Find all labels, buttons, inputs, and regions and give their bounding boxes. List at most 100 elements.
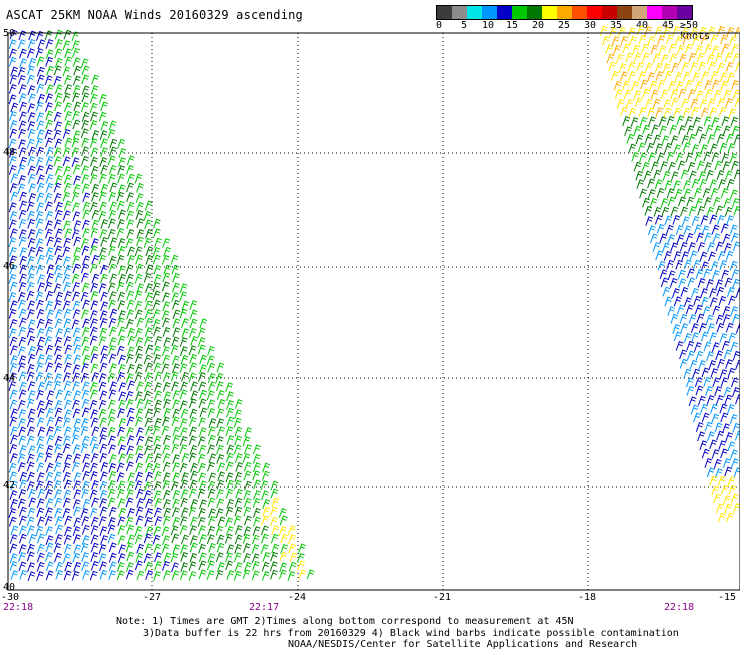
- wind-barb: [9, 147, 17, 158]
- wind-barb: [154, 497, 163, 508]
- wind-barb: [45, 102, 53, 112]
- wind-barb: [261, 570, 270, 581]
- wind-barb: [162, 444, 171, 455]
- wind-barb: [242, 533, 251, 544]
- wind-barb: [152, 309, 161, 319]
- wind-barb: [225, 472, 234, 483]
- wind-barb: [719, 260, 728, 270]
- wind-barb: [171, 533, 180, 544]
- wind-barb: [116, 562, 125, 572]
- wind-barb: [82, 354, 91, 365]
- wind-barb: [153, 490, 162, 501]
- wind-barb: [689, 359, 698, 370]
- wind-barb: [629, 35, 637, 46]
- wind-barb: [723, 89, 732, 100]
- wind-barb: [693, 224, 702, 235]
- wind-barb: [17, 183, 26, 194]
- wind-barb: [288, 561, 297, 572]
- wind-barb: [126, 192, 135, 202]
- wind-barb: [36, 129, 45, 140]
- wind-barb: [686, 350, 695, 361]
- wind-barb: [717, 512, 726, 523]
- wind-barb: [207, 497, 216, 508]
- lat-label: 50: [3, 28, 16, 39]
- wind-barb: [81, 516, 90, 526]
- wind-barb: [100, 138, 108, 149]
- wind-barb: [725, 432, 733, 442]
- wind-barb: [18, 552, 26, 562]
- wind-barb: [687, 277, 696, 288]
- wind-barb: [28, 30, 37, 41]
- wind-barb: [298, 543, 306, 554]
- wind-barb: [136, 543, 145, 554]
- wind-barb: [54, 373, 62, 384]
- wind-barb: [731, 197, 740, 208]
- wind-barb: [19, 569, 28, 580]
- wind-barb: [711, 117, 720, 127]
- wind-barb: [64, 561, 73, 572]
- wind-barb: [91, 209, 100, 220]
- wind-barb: [660, 161, 668, 171]
- wind-barb: [27, 156, 36, 166]
- wind-barb: [26, 74, 35, 85]
- wind-barb: [55, 228, 63, 239]
- wind-barb: [163, 246, 172, 257]
- wind-barb: [9, 111, 17, 121]
- wind-barb: [9, 561, 18, 571]
- wind-barb: [62, 553, 71, 564]
- wind-barb: [243, 543, 251, 553]
- wind-barb: [710, 187, 719, 198]
- wind-barb: [27, 85, 36, 95]
- wind-barb: [90, 551, 99, 562]
- wind-barb: [90, 453, 99, 463]
- wind-barb: [90, 147, 99, 158]
- wind-barb: [208, 418, 217, 428]
- wind-barb: [36, 66, 45, 77]
- wind-barb: [81, 552, 90, 562]
- wind-barb: [126, 489, 134, 500]
- colorbar-swatch: [542, 6, 557, 19]
- wind-barb: [189, 542, 198, 553]
- wind-barb: [37, 533, 45, 544]
- wind-barb: [116, 472, 125, 482]
- wind-barb: [670, 242, 678, 253]
- wind-barb: [72, 309, 81, 319]
- wind-barb: [721, 116, 730, 127]
- colorbar-swatch: [467, 6, 482, 19]
- wind-barb: [709, 179, 718, 190]
- wind-barb: [108, 299, 117, 310]
- wind-barb: [655, 143, 663, 154]
- wind-barb: [143, 237, 152, 248]
- wind-barb: [145, 254, 154, 265]
- time-label: 22:17: [249, 602, 280, 613]
- wind-barb: [720, 412, 729, 423]
- wind-barb: [717, 358, 725, 369]
- wind-barb: [135, 327, 143, 338]
- wind-barb: [27, 319, 36, 330]
- wind-barb: [251, 553, 260, 564]
- wind-barb: [63, 399, 72, 410]
- wind-barb: [45, 399, 54, 410]
- wind-barb: [62, 128, 71, 139]
- colorbar-swatch: [557, 6, 572, 19]
- wind-barb: [226, 435, 235, 445]
- wind-barb: [126, 346, 135, 357]
- wind-barb: [63, 29, 72, 40]
- wind-barb: [161, 363, 170, 374]
- wind-barb: [8, 328, 17, 339]
- colorbar-labels: 0 5 10 15 20 25 30 35 40 45 ≥50 knots: [430, 20, 730, 42]
- wind-barb: [18, 128, 26, 139]
- wind-barb: [711, 413, 720, 424]
- wind-barb: [712, 377, 721, 388]
- wind-barb: [152, 282, 161, 293]
- wind-barb: [722, 233, 731, 244]
- wind-barb: [81, 245, 90, 256]
- wind-barb: [162, 515, 171, 526]
- colorbar-label: 10: [482, 20, 495, 31]
- wind-barb: [661, 206, 670, 217]
- wind-barb: [724, 52, 733, 63]
- wind-barb: [181, 452, 190, 463]
- wind-barb: [226, 416, 235, 427]
- wind-barb: [641, 52, 650, 63]
- wind-barb: [144, 408, 153, 419]
